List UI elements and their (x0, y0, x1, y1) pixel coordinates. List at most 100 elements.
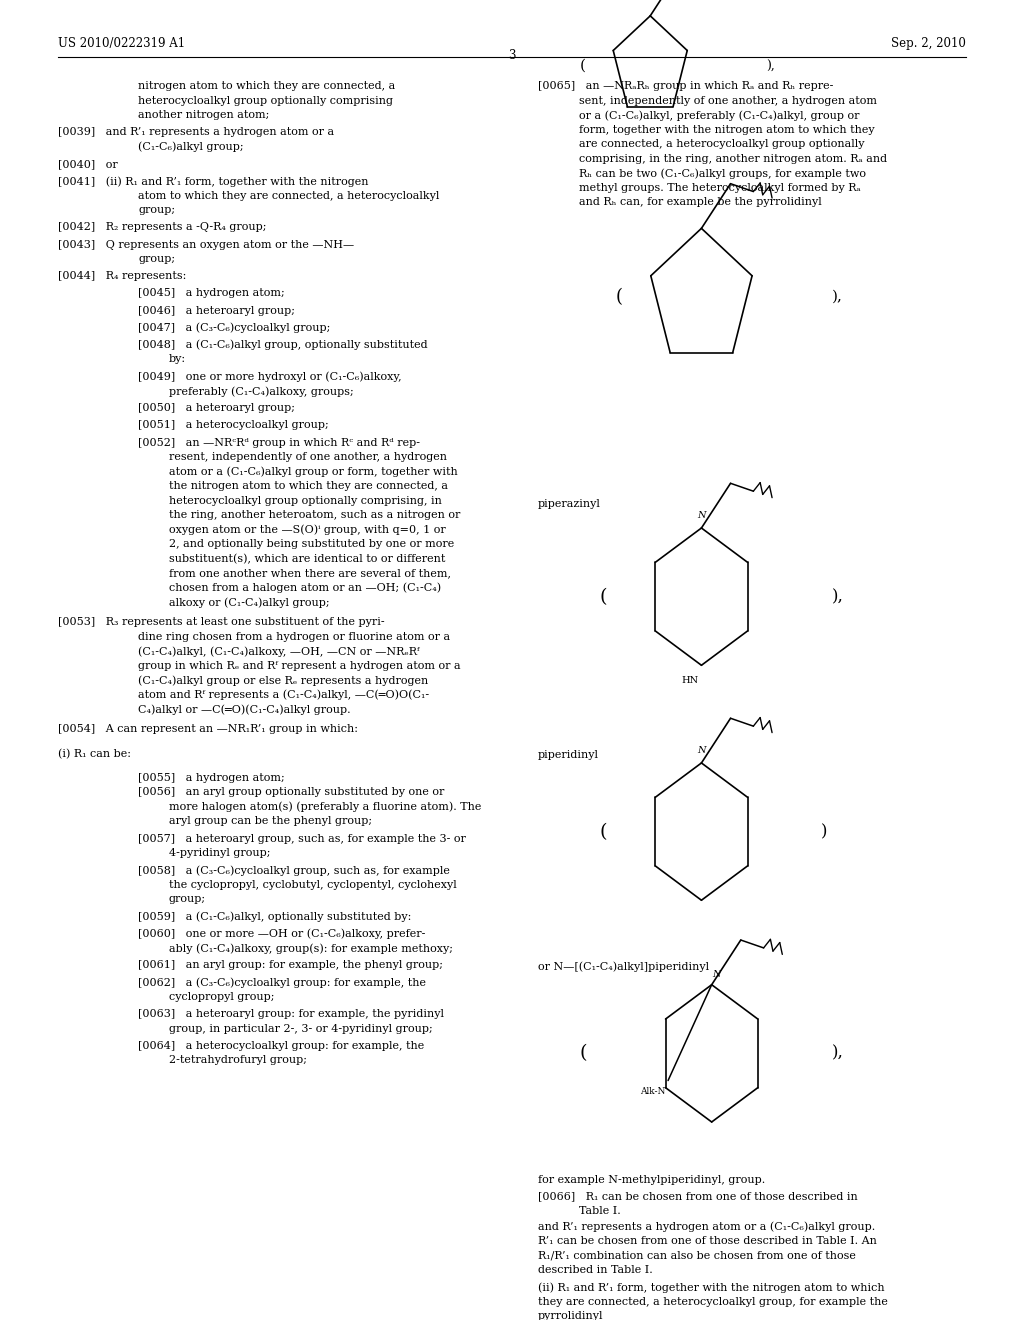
Text: [0039]   and R’₁ represents a hydrogen atom or a: [0039] and R’₁ represents a hydrogen ato… (58, 128, 335, 137)
Text: ),: ), (766, 59, 775, 73)
Text: heterocycloalkyl group optionally comprising: heterocycloalkyl group optionally compri… (138, 96, 393, 106)
Text: nitrogen atom to which they are connected, a: nitrogen atom to which they are connecte… (138, 82, 395, 91)
Text: atom or a (C₁-C₆)alkyl group or form, together with: atom or a (C₁-C₆)alkyl group or form, to… (169, 467, 458, 478)
Text: 2-tetrahydrofuryl group;: 2-tetrahydrofuryl group; (169, 1056, 307, 1065)
Text: or a (C₁-C₆)alkyl, preferably (C₁-C₄)alkyl, group or: or a (C₁-C₆)alkyl, preferably (C₁-C₄)alk… (579, 111, 859, 121)
Text: (C₁-C₄)alkyl, (C₁-C₄)alkoxy, —OH, —CN or —NRₑRᶠ: (C₁-C₄)alkyl, (C₁-C₄)alkoxy, —OH, —CN or… (138, 647, 420, 657)
Text: [0042]   R₂ represents a -Q-R₄ group;: [0042] R₂ represents a -Q-R₄ group; (58, 223, 267, 232)
Text: (: ( (580, 59, 586, 73)
Text: N: N (697, 746, 706, 755)
Text: [0053]   R₃ represents at least one substituent of the pyri-: [0053] R₃ represents at least one substi… (58, 618, 385, 627)
Text: chosen from a halogen atom or an —OH; (C₁-C₄): chosen from a halogen atom or an —OH; (C… (169, 583, 441, 594)
Text: atom and Rᶠ represents a (C₁-C₄)alkyl, —C(═O)O(C₁-: atom and Rᶠ represents a (C₁-C₄)alkyl, —… (138, 689, 429, 701)
Text: (C₁-C₄)alkyl group or else Rₑ represents a hydrogen: (C₁-C₄)alkyl group or else Rₑ represents… (138, 676, 428, 686)
Text: [0043]   Q represents an oxygen atom or the —NH—: [0043] Q represents an oxygen atom or th… (58, 240, 354, 249)
Text: [0044]   R₄ represents:: [0044] R₄ represents: (58, 272, 186, 281)
Text: [0047]   a (C₃-C₆)cycloalkyl group;: [0047] a (C₃-C₆)cycloalkyl group; (138, 323, 331, 334)
Text: N: N (697, 511, 706, 520)
Text: 3: 3 (508, 49, 516, 62)
Text: methyl groups. The heterocycloalkyl formed by Rₐ: methyl groups. The heterocycloalkyl form… (579, 182, 860, 193)
Text: by:: by: (169, 354, 186, 364)
Text: Alk-N: Alk-N (640, 1086, 665, 1096)
Text: and R’₁ represents a hydrogen atom or a (C₁-C₆)alkyl group.: and R’₁ represents a hydrogen atom or a … (538, 1222, 874, 1233)
Text: [0055]   a hydrogen atom;: [0055] a hydrogen atom; (138, 774, 285, 783)
Text: ),: ), (831, 290, 843, 304)
Text: aryl group can be the phenyl group;: aryl group can be the phenyl group; (169, 816, 372, 826)
Text: [0059]   a (C₁-C₆)alkyl, optionally substituted by:: [0059] a (C₁-C₆)alkyl, optionally substi… (138, 911, 412, 923)
Text: are connected, a heterocycloalkyl group optionally: are connected, a heterocycloalkyl group … (579, 140, 864, 149)
Text: piperazinyl: piperazinyl (538, 499, 600, 510)
Text: N: N (713, 970, 721, 979)
Text: [0060]   one or more —OH or (C₁-C₆)alkoxy, prefer-: [0060] one or more —OH or (C₁-C₆)alkoxy,… (138, 929, 426, 940)
Text: ably (C₁-C₄)alkoxy, group(s): for example methoxy;: ably (C₁-C₄)alkoxy, group(s): for exampl… (169, 942, 453, 954)
Text: [0054]   A can represent an —NR₁R’₁ group in which:: [0054] A can represent an —NR₁R’₁ group … (58, 723, 358, 734)
Text: [0040]   or: [0040] or (58, 160, 118, 169)
Text: cyclopropyl group;: cyclopropyl group; (169, 993, 274, 1002)
Text: [0041]   (ii) R₁ and R’₁ form, together with the nitrogen: [0041] (ii) R₁ and R’₁ form, together wi… (58, 177, 369, 187)
Text: Table I.: Table I. (579, 1206, 621, 1216)
Text: (ii) R₁ and R’₁ form, together with the nitrogen atom to which: (ii) R₁ and R’₁ form, together with the … (538, 1283, 885, 1294)
Text: R’₁ can be chosen from one of those described in Table I. An: R’₁ can be chosen from one of those desc… (538, 1236, 877, 1246)
Text: (: ( (615, 288, 623, 306)
Text: the ring, another heteroatom, such as a nitrogen or: the ring, another heteroatom, such as a … (169, 510, 461, 520)
Text: form, together with the nitrogen atom to which they: form, together with the nitrogen atom to… (579, 125, 874, 135)
Text: resent, independently of one another, a hydrogen: resent, independently of one another, a … (169, 451, 446, 462)
Text: group;: group; (169, 895, 206, 904)
Text: (: ( (600, 822, 607, 841)
Text: pyrrolidinyl: pyrrolidinyl (538, 1312, 603, 1320)
Text: 2, and optionally being substituted by one or more: 2, and optionally being substituted by o… (169, 539, 455, 549)
Text: (i) R₁ can be:: (i) R₁ can be: (58, 750, 131, 759)
Text: [0045]   a hydrogen atom;: [0045] a hydrogen atom; (138, 289, 285, 298)
Text: [0046]   a heteroaryl group;: [0046] a heteroaryl group; (138, 306, 295, 315)
Text: [0062]   a (C₃-C₆)cycloalkyl group: for example, the: [0062] a (C₃-C₆)cycloalkyl group: for ex… (138, 977, 426, 989)
Text: [0057]   a heteroaryl group, such as, for example the 3- or: [0057] a heteroaryl group, such as, for … (138, 834, 466, 843)
Text: alkoxy or (C₁-C₄)alkyl group;: alkoxy or (C₁-C₄)alkyl group; (169, 597, 330, 609)
Text: [0048]   a (C₁-C₆)alkyl group, optionally substituted: [0048] a (C₁-C₆)alkyl group, optionally … (138, 339, 428, 351)
Text: comprising, in the ring, another nitrogen atom. Rₐ and: comprising, in the ring, another nitroge… (579, 153, 887, 164)
Text: and Rₕ can, for example be the pyrrolidinyl: and Rₕ can, for example be the pyrrolidi… (579, 197, 821, 207)
Text: ),: ), (831, 1045, 844, 1061)
Text: (: ( (580, 1044, 587, 1063)
Text: [0051]   a heterocycloalkyl group;: [0051] a heterocycloalkyl group; (138, 420, 329, 430)
Text: described in Table I.: described in Table I. (538, 1265, 652, 1275)
Text: from one another when there are several of them,: from one another when there are several … (169, 568, 451, 578)
Text: C₄)alkyl or —C(═O)(C₁-C₄)alkyl group.: C₄)alkyl or —C(═O)(C₁-C₄)alkyl group. (138, 704, 351, 715)
Text: piperidinyl: piperidinyl (538, 750, 599, 760)
Text: [0064]   a heterocycloalkyl group: for example, the: [0064] a heterocycloalkyl group: for exa… (138, 1040, 425, 1051)
Text: or N—[(C₁-C₄)alkyl]piperidinyl: or N—[(C₁-C₄)alkyl]piperidinyl (538, 961, 709, 972)
Text: [0066]   R₁ can be chosen from one of those described in: [0066] R₁ can be chosen from one of thos… (538, 1191, 857, 1201)
Text: ),: ), (831, 589, 844, 605)
Text: [0052]   an —NRᶜRᵈ group in which Rᶜ and Rᵈ rep-: [0052] an —NRᶜRᵈ group in which Rᶜ and R… (138, 438, 420, 447)
Text: heterocycloalkyl group optionally comprising, in: heterocycloalkyl group optionally compri… (169, 495, 441, 506)
Text: group in which Rₑ and Rᶠ represent a hydrogen atom or a: group in which Rₑ and Rᶠ represent a hyd… (138, 660, 461, 671)
Text: (C₁-C₆)alkyl group;: (C₁-C₆)alkyl group; (138, 143, 244, 153)
Text: HN: HN (682, 676, 698, 685)
Text: [0050]   a heteroaryl group;: [0050] a heteroaryl group; (138, 404, 295, 413)
Text: dine ring chosen from a hydrogen or fluorine atom or a: dine ring chosen from a hydrogen or fluo… (138, 632, 451, 642)
Text: oxygen atom or the —S(O)ⁱ group, with q=0, 1 or: oxygen atom or the —S(O)ⁱ group, with q=… (169, 524, 445, 536)
Text: Sep. 2, 2010: Sep. 2, 2010 (891, 37, 966, 50)
Text: [0058]   a (C₃-C₆)cycloalkyl group, such as, for example: [0058] a (C₃-C₆)cycloalkyl group, such a… (138, 866, 451, 876)
Text: 4-pyridinyl group;: 4-pyridinyl group; (169, 849, 270, 858)
Text: Rₕ can be two (C₁-C₆)alkyl groups, for example two: Rₕ can be two (C₁-C₆)alkyl groups, for e… (579, 168, 865, 180)
Text: [0065]   an —NRₐRₕ group in which Rₐ and Rₕ repre-: [0065] an —NRₐRₕ group in which Rₐ and R… (538, 82, 833, 91)
Text: another nitrogen atom;: another nitrogen atom; (138, 111, 269, 120)
Text: US 2010/0222319 A1: US 2010/0222319 A1 (58, 37, 185, 50)
Text: R₁/R’₁ combination can also be chosen from one of those: R₁/R’₁ combination can also be chosen fr… (538, 1251, 855, 1261)
Text: [0061]   an aryl group: for example, the phenyl group;: [0061] an aryl group: for example, the p… (138, 961, 443, 970)
Text: atom to which they are connected, a heterocycloalkyl: atom to which they are connected, a hete… (138, 190, 439, 201)
Text: ): ) (821, 824, 827, 840)
Text: group, in particular 2-, 3- or 4-pyridinyl group;: group, in particular 2-, 3- or 4-pyridin… (169, 1024, 433, 1034)
Text: group;: group; (138, 253, 175, 264)
Text: substituent(s), which are identical to or different: substituent(s), which are identical to o… (169, 554, 445, 564)
Text: [0056]   an aryl group optionally substituted by one or: [0056] an aryl group optionally substitu… (138, 787, 444, 797)
Text: (: ( (600, 587, 607, 606)
Text: group;: group; (138, 205, 175, 215)
Text: preferably (C₁-C₄)alkoxy, groups;: preferably (C₁-C₄)alkoxy, groups; (169, 385, 353, 397)
Text: the cyclopropyl, cyclobutyl, cyclopentyl, cyclohexyl: the cyclopropyl, cyclobutyl, cyclopentyl… (169, 879, 457, 890)
Text: for example N-methylpiperidinyl, group.: for example N-methylpiperidinyl, group. (538, 1175, 765, 1185)
Text: more halogen atom(s) (preferably a fluorine atom). The: more halogen atom(s) (preferably a fluor… (169, 801, 481, 813)
Text: [0063]   a heteroaryl group: for example, the pyridinyl: [0063] a heteroaryl group: for example, … (138, 1010, 444, 1019)
Text: they are connected, a heterocycloalkyl group, for example the: they are connected, a heterocycloalkyl g… (538, 1296, 888, 1307)
Text: sent, independently of one another, a hydrogen atom: sent, independently of one another, a hy… (579, 96, 877, 106)
